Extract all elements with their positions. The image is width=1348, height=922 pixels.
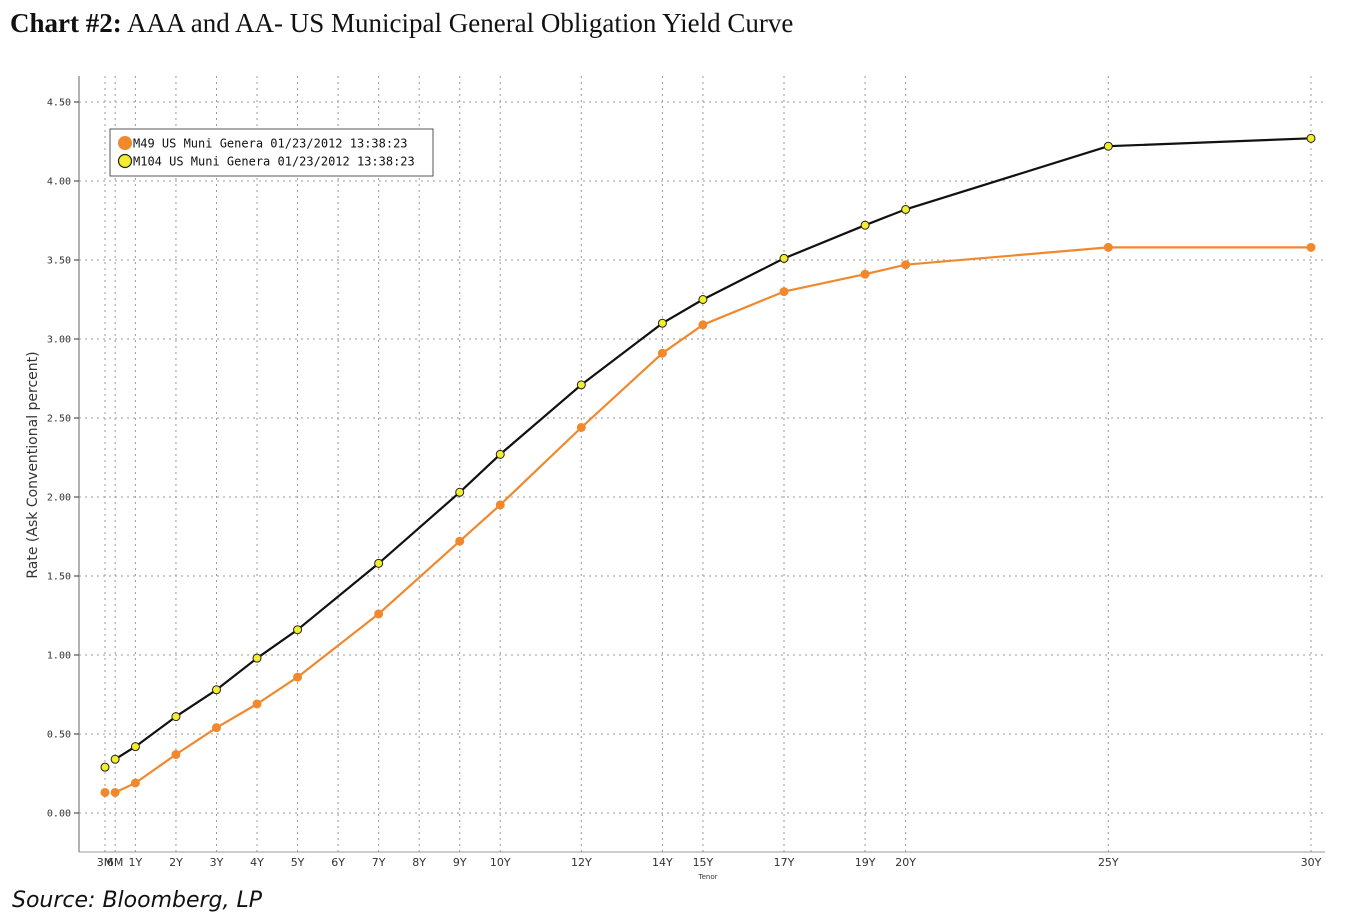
series-1-point bbox=[211, 723, 221, 733]
series-1-point bbox=[455, 536, 465, 546]
legend-marker-2 bbox=[117, 153, 133, 169]
series-1-point bbox=[293, 672, 303, 682]
x-tick-label: 20Y bbox=[895, 856, 916, 869]
series-1-point bbox=[779, 287, 789, 297]
y-tick-label: 4.00 bbox=[47, 177, 71, 188]
legend-marker-1 bbox=[118, 136, 132, 150]
x-tick-label: 6M bbox=[107, 856, 124, 869]
x-tick-label: 30Y bbox=[1301, 856, 1322, 869]
x-tick-label: 25Y bbox=[1098, 856, 1119, 869]
x-tick-label: 6Y bbox=[331, 856, 345, 869]
legend-entry-2: M104 US Muni Genera 01/23/2012 13:38:23 bbox=[133, 155, 415, 169]
x-tick-label: 7Y bbox=[372, 856, 386, 869]
y-tick-label: 3.00 bbox=[47, 335, 71, 346]
chart-title-bold: Chart #2: bbox=[10, 8, 122, 38]
series-2-point bbox=[1103, 141, 1113, 151]
legend-box bbox=[109, 128, 434, 177]
legend-entry-1: M49 US Muni Genera 01/23/2012 13:38:23 bbox=[133, 137, 408, 151]
x-tick-label: 14Y bbox=[652, 856, 673, 869]
y-tick-label: 1.50 bbox=[47, 572, 71, 583]
x-tick-label: 10Y bbox=[490, 856, 511, 869]
x-tick-label: 5Y bbox=[291, 856, 305, 869]
x-tick-label: 17Y bbox=[774, 856, 795, 869]
y-tick-label: 2.50 bbox=[47, 414, 71, 425]
series-2-point bbox=[100, 762, 110, 772]
series-2-point bbox=[252, 653, 262, 663]
source-note: Source: Bloomberg, LP bbox=[12, 888, 263, 913]
x-tick-label: 1Y bbox=[129, 856, 143, 869]
x-tick-label: 8Y bbox=[412, 856, 426, 869]
series-1-point bbox=[1103, 242, 1113, 252]
series-1-point bbox=[901, 260, 911, 270]
y-tick-label: 2.00 bbox=[47, 493, 71, 504]
chart-title: Chart #2: AAA and AA- US Municipal Gener… bbox=[10, 8, 793, 39]
plot-area bbox=[79, 76, 1325, 852]
y-axis-label: Rate (Ask Conventional percent) bbox=[25, 351, 41, 578]
series-1-point bbox=[657, 348, 667, 358]
series-2-point bbox=[779, 253, 789, 263]
series-2-point bbox=[860, 220, 870, 230]
series-2-point bbox=[495, 449, 505, 459]
series-2-point bbox=[211, 685, 221, 695]
series-2-point bbox=[1306, 133, 1316, 143]
x-tick-label: 3Y bbox=[210, 856, 224, 869]
y-tick-label: 0.50 bbox=[47, 730, 71, 741]
series-1-point bbox=[698, 320, 708, 330]
x-axis-label: Tenor bbox=[698, 873, 718, 881]
x-tick-label: 12Y bbox=[571, 856, 592, 869]
x-tick-label: 19Y bbox=[855, 856, 876, 869]
series-2-point bbox=[455, 487, 465, 497]
series-2-point bbox=[110, 754, 120, 764]
x-tick-label: 2Y bbox=[169, 856, 183, 869]
series-2-point bbox=[576, 380, 586, 390]
series-1-point bbox=[374, 609, 384, 619]
series-2-point bbox=[901, 204, 911, 214]
series-2-point bbox=[171, 712, 181, 722]
series-1-point bbox=[1306, 242, 1316, 252]
series-1-point bbox=[110, 787, 120, 797]
x-tick-label: 15Y bbox=[693, 856, 714, 869]
x-tick-label: 4Y bbox=[250, 856, 264, 869]
chart-title-rest: AAA and AA- US Municipal General Obligat… bbox=[121, 8, 794, 38]
series-2-point bbox=[374, 558, 384, 568]
y-tick-label: 3.50 bbox=[47, 256, 71, 267]
series-2-point bbox=[293, 625, 303, 635]
series-1-point bbox=[171, 750, 181, 760]
y-tick-label: 4.50 bbox=[47, 98, 71, 109]
x-tick-label: 9Y bbox=[453, 856, 467, 869]
series-1-point bbox=[495, 500, 505, 510]
y-tick-label: 0.00 bbox=[47, 809, 71, 820]
y-tick-label: 1.00 bbox=[47, 651, 71, 662]
series-1-point bbox=[252, 699, 262, 709]
series-1-point bbox=[130, 778, 140, 788]
series-2-point bbox=[130, 742, 140, 752]
series-2-point bbox=[657, 318, 667, 328]
series-1-point bbox=[100, 787, 110, 797]
x-tick-label: 3M bbox=[97, 856, 114, 869]
series-1-point bbox=[860, 269, 870, 279]
series-1-point bbox=[576, 422, 586, 432]
series-2-point bbox=[698, 295, 708, 304]
